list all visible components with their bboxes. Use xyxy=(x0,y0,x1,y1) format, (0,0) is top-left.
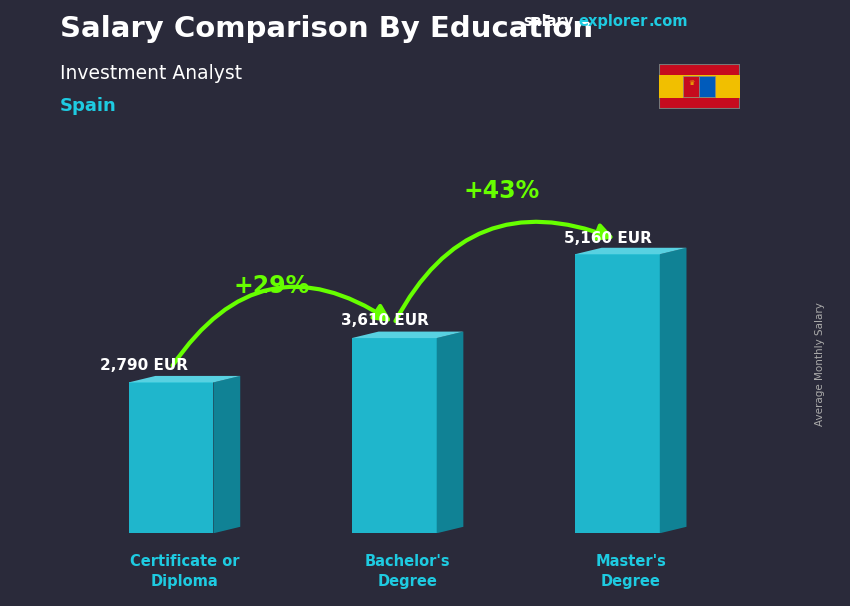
Bar xyxy=(575,255,660,533)
Polygon shape xyxy=(128,376,241,382)
Polygon shape xyxy=(660,248,687,533)
Bar xyxy=(683,76,699,96)
Text: Bachelor's
Degree: Bachelor's Degree xyxy=(365,554,450,589)
Bar xyxy=(659,75,740,98)
Text: +29%: +29% xyxy=(234,274,309,298)
Text: ♛: ♛ xyxy=(688,80,694,86)
Text: explorer: explorer xyxy=(579,14,649,29)
Text: 5,160 EUR: 5,160 EUR xyxy=(564,231,652,245)
Bar xyxy=(128,382,213,533)
Polygon shape xyxy=(575,248,687,255)
FancyArrowPatch shape xyxy=(395,222,610,321)
FancyArrowPatch shape xyxy=(173,287,388,365)
Text: 3,610 EUR: 3,610 EUR xyxy=(342,313,429,328)
Polygon shape xyxy=(352,331,463,338)
Text: .com: .com xyxy=(649,14,688,29)
Text: Master's
Degree: Master's Degree xyxy=(595,554,666,589)
Bar xyxy=(352,338,437,533)
Text: Spain: Spain xyxy=(60,97,116,115)
Text: +43%: +43% xyxy=(463,179,540,203)
Polygon shape xyxy=(213,376,241,533)
Bar xyxy=(699,76,715,96)
Text: salary: salary xyxy=(523,14,573,29)
Text: Salary Comparison By Education: Salary Comparison By Education xyxy=(60,15,592,43)
Polygon shape xyxy=(437,331,463,533)
Text: Investment Analyst: Investment Analyst xyxy=(60,64,241,82)
Text: 2,790 EUR: 2,790 EUR xyxy=(100,358,189,373)
Text: Average Monthly Salary: Average Monthly Salary xyxy=(815,302,825,425)
Text: Certificate or
Diploma: Certificate or Diploma xyxy=(130,554,239,589)
